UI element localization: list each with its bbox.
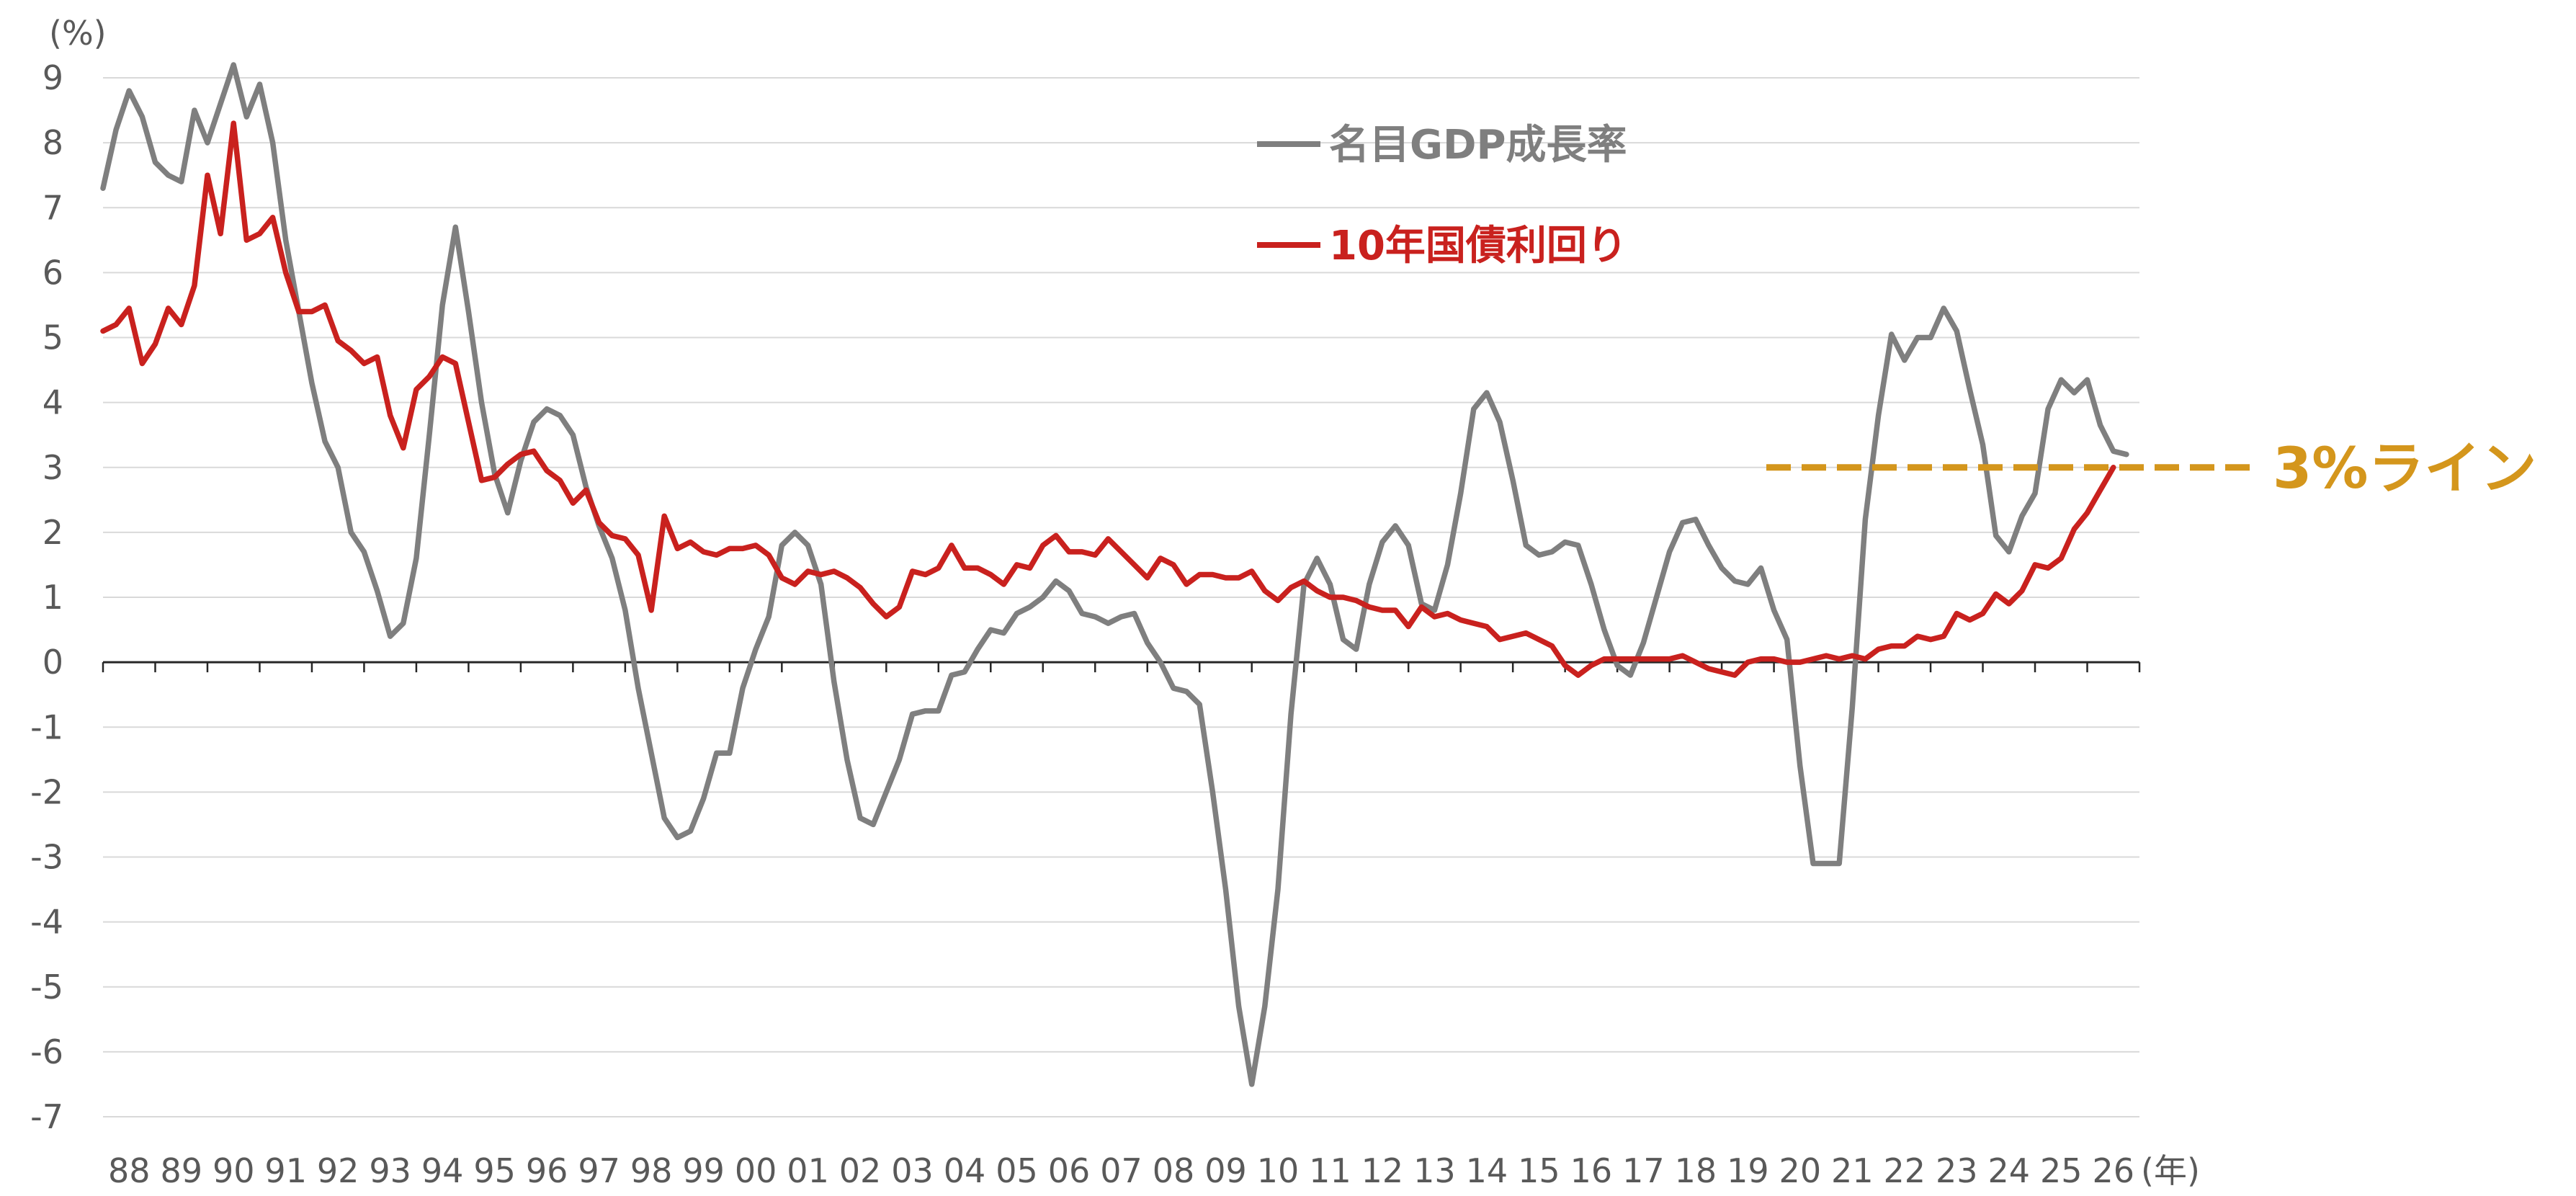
- x-tick-label: 23: [1936, 1151, 1978, 1190]
- x-tick-label: 03: [891, 1151, 934, 1190]
- x-tick-label: 12: [1361, 1151, 1404, 1190]
- gridlines: [103, 77, 2139, 1117]
- y-tick-label: 6: [43, 253, 63, 292]
- x-tick-label: 21: [1831, 1151, 1874, 1190]
- x-tick-label: 07: [1100, 1151, 1142, 1190]
- x-axis-unit-label: (年): [2141, 1151, 2200, 1190]
- y-tick-label: 1: [43, 578, 63, 617]
- y-axis-unit-label: (%): [49, 14, 107, 53]
- y-tick-label: -6: [30, 1032, 63, 1071]
- x-tick-label: 88: [108, 1151, 151, 1190]
- y-tick-label: 8: [43, 123, 63, 162]
- x-tick-label: 92: [317, 1151, 359, 1190]
- x-tick-label: 93: [369, 1151, 411, 1190]
- x-tick-label: 05: [996, 1151, 1038, 1190]
- x-tick-label: 95: [473, 1151, 516, 1190]
- x-tick-label: 89: [160, 1151, 202, 1190]
- reference-line-label: 3%ライン: [2273, 437, 2536, 501]
- series-line-nominal-gdp: [100, 62, 2129, 1087]
- y-tick-label: -4: [30, 903, 63, 942]
- legend-label: 10年国債利回り: [1329, 223, 1627, 269]
- x-tick-label: 25: [2040, 1151, 2083, 1190]
- x-tick-label: 24: [1988, 1151, 2031, 1190]
- x-tick-label: 13: [1413, 1151, 1456, 1190]
- x-tick-label: 90: [213, 1151, 255, 1190]
- series-line-jgb-10y: [100, 120, 2116, 678]
- y-tick-label: 2: [43, 513, 63, 552]
- x-tick-label: 11: [1309, 1151, 1351, 1190]
- x-tick-label: 19: [1727, 1151, 1769, 1190]
- x-tick-label: 08: [1153, 1151, 1195, 1190]
- x-tick-label: 01: [787, 1151, 829, 1190]
- y-tick-label: 5: [43, 318, 63, 357]
- y-tick-label: -1: [30, 708, 63, 746]
- legend: 名目GDP成長率 10年国債利回り: [1257, 122, 1627, 269]
- reference-line-group: 3%ライン: [1766, 437, 2536, 501]
- y-axis-tick-labels: 9 8 7 6 5 4 3 2 1 0 -1 -2 -3 -4 -5 -6 -7: [30, 58, 63, 1136]
- x-tick-label: 18: [1675, 1151, 1717, 1190]
- y-tick-label: 3: [43, 448, 63, 487]
- y-tick-label: -2: [30, 772, 63, 811]
- x-tick-label: 22: [1884, 1151, 1926, 1190]
- x-axis: [102, 661, 2141, 673]
- x-tick-label: 09: [1204, 1151, 1247, 1190]
- x-tick-label: 17: [1622, 1151, 1665, 1190]
- x-tick-label: 00: [735, 1151, 777, 1190]
- y-tick-label: 7: [43, 188, 63, 227]
- x-tick-label: 16: [1570, 1151, 1613, 1190]
- x-tick-label: 14: [1466, 1151, 1508, 1190]
- y-tick-label: -5: [30, 968, 63, 1007]
- legend-label: 名目GDP成長率: [1329, 122, 1627, 169]
- x-tick-label: 98: [630, 1151, 673, 1190]
- x-tick-label: 20: [1779, 1151, 1822, 1190]
- x-tick-label: 96: [526, 1151, 568, 1190]
- x-tick-label: 97: [578, 1151, 620, 1190]
- x-tick-label: 02: [839, 1151, 882, 1190]
- series-lines: [100, 62, 2129, 1087]
- x-tick-label: 04: [944, 1151, 986, 1190]
- x-axis-tick-labels: 88 89 90 91 92 93 94 95 96 97 98 99 00 01 02 03 04 05 06 07…: [108, 1151, 2134, 1190]
- x-tick-label: 06: [1048, 1151, 1091, 1190]
- x-tick-label: 10: [1257, 1151, 1300, 1190]
- x-tick-label: 91: [264, 1151, 307, 1190]
- y-tick-label: -7: [30, 1097, 63, 1136]
- y-tick-label: 9: [43, 58, 63, 97]
- y-tick-label: 4: [43, 383, 63, 422]
- y-tick-label: 0: [43, 643, 63, 682]
- y-tick-label: -3: [30, 838, 63, 877]
- x-tick-label: 15: [1518, 1151, 1560, 1190]
- x-tick-label: 26: [2092, 1151, 2134, 1190]
- x-tick-label: 99: [682, 1151, 725, 1190]
- x-tick-label: 94: [421, 1151, 464, 1190]
